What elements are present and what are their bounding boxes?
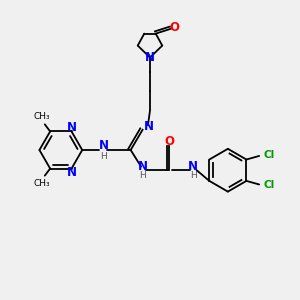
Text: N: N	[188, 160, 198, 173]
Text: H: H	[190, 171, 196, 180]
Text: N: N	[138, 160, 148, 173]
Text: H: H	[100, 152, 107, 161]
Text: H: H	[139, 171, 146, 180]
Text: N: N	[145, 51, 155, 64]
Text: O: O	[169, 21, 179, 34]
Text: O: O	[164, 135, 174, 148]
Text: Cl: Cl	[263, 180, 274, 190]
Text: N: N	[67, 166, 76, 178]
Text: Cl: Cl	[263, 150, 274, 160]
Text: CH₃: CH₃	[34, 112, 50, 121]
Text: N: N	[143, 120, 154, 133]
Text: CH₃: CH₃	[34, 179, 50, 188]
Text: N: N	[67, 122, 76, 134]
Text: N: N	[99, 139, 109, 152]
